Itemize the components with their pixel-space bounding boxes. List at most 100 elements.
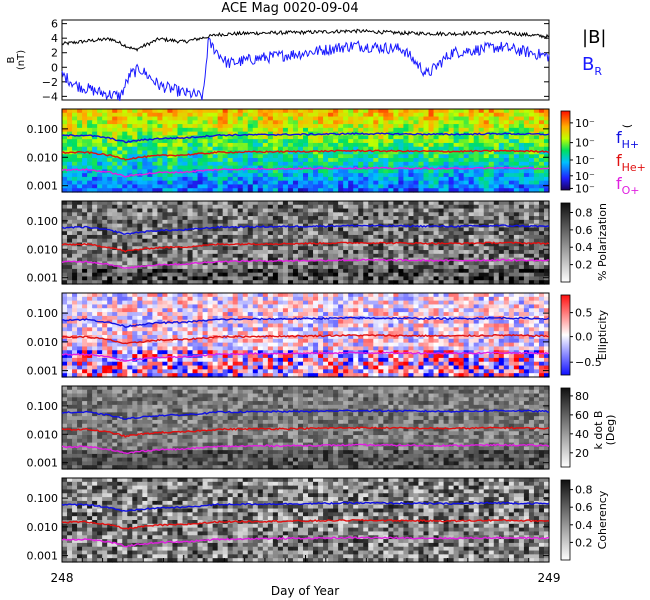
heatmap-cell [177, 165, 184, 170]
heatmap-cell [147, 223, 153, 229]
heatmap-cell [192, 127, 199, 133]
heatmap-cell [438, 201, 445, 206]
heatmap-cell [122, 242, 128, 247]
heatmap-cell [82, 257, 88, 262]
heatmap-cell [197, 109, 204, 114]
heatmap-cell [142, 161, 148, 167]
heatmap-cell [87, 154, 93, 159]
heatmap-cell [533, 146, 540, 152]
heatmap-cell [102, 250, 108, 255]
heatmap-cell [62, 161, 68, 167]
heatmap-cell [187, 173, 194, 178]
heatmap-cell [398, 158, 404, 163]
heatmap-cell [237, 276, 244, 281]
heatmap-cell [177, 219, 184, 225]
heatmap-cell [67, 308, 73, 313]
heatmap-cell [277, 116, 284, 121]
heatmap-cell [523, 261, 530, 266]
heatmap-cell [383, 139, 389, 144]
heatmap-cell [117, 135, 123, 140]
heatmap-cell [443, 161, 450, 167]
heatmap-cell [112, 135, 118, 140]
heatmap-cell [313, 165, 319, 170]
heatmap-cell [423, 216, 430, 221]
heatmap-cell [328, 265, 334, 270]
heatmap-cell [177, 142, 184, 148]
heatmap-cell [232, 308, 239, 313]
heatmap-cell [282, 116, 289, 121]
heatmap-cell [212, 161, 219, 167]
heatmap-cell [423, 184, 430, 189]
heatmap-cell [483, 146, 490, 152]
heatmap-cell [187, 109, 194, 114]
heatmap-cell [403, 265, 410, 270]
heatmap-cell [343, 124, 349, 129]
heatmap-cell [292, 139, 299, 144]
heatmap-cell [257, 169, 264, 174]
heatmap-cell [202, 112, 209, 118]
heatmap-cell [368, 293, 374, 298]
heatmap-cell [127, 201, 133, 206]
heatmap-cell [388, 250, 394, 255]
heatmap-cell [117, 272, 123, 278]
heatmap-cell [227, 139, 234, 144]
heatmap-cell [543, 127, 550, 133]
heatmap-cell [112, 116, 118, 121]
heatmap-cell [167, 242, 174, 247]
heatmap-cell [192, 280, 199, 285]
heatmap-cell [172, 296, 179, 302]
heatmap-cell [338, 304, 344, 309]
heatmap-cell [157, 131, 164, 137]
heatmap-cell [132, 257, 138, 262]
heatmap-cell [152, 234, 158, 240]
heatmap-cell [413, 219, 420, 225]
heatmap-cell [152, 176, 158, 182]
heatmap-cell [368, 250, 374, 255]
heatmap-cell [62, 265, 68, 270]
heatmap-cell [252, 304, 259, 309]
heatmap-cell [523, 250, 530, 255]
heatmap-cell [458, 246, 465, 251]
heatmap-cell [177, 188, 184, 193]
heatmap-cell [302, 139, 309, 144]
heatmap-cell [318, 246, 324, 251]
heatmap-cell [348, 219, 354, 225]
heatmap-cell [137, 120, 143, 125]
heatmap-cell [408, 201, 415, 206]
heatmap-cell [167, 272, 174, 278]
heatmap-cell [207, 272, 214, 278]
heatmap-cell [388, 272, 394, 278]
heatmap-cell [333, 169, 339, 174]
heatmap-cell [257, 208, 264, 213]
heatmap-cell [468, 216, 475, 221]
heatmap-cell [132, 112, 138, 118]
heatmap-cell [438, 315, 445, 321]
heatmap-cell [227, 265, 234, 270]
heatmap-cell [92, 154, 98, 159]
heatmap-cell [468, 261, 475, 266]
heatmap-cell [503, 127, 510, 133]
heatmap-cell [518, 165, 525, 170]
heatmap-cell [142, 131, 148, 137]
heatmap-cell [483, 250, 490, 255]
heatmap-cell [483, 312, 490, 317]
heatmap-cell [523, 112, 530, 118]
heatmap-cell [232, 135, 239, 140]
heatmap-cell [538, 188, 545, 193]
heatmap-cell [77, 150, 83, 155]
heatmap-cell [172, 139, 179, 144]
heatmap-cell [373, 293, 379, 298]
heatmap-cell [328, 184, 334, 189]
heatmap-cell [378, 116, 384, 121]
heatmap-cell [182, 204, 189, 210]
heatmap-cell [403, 201, 410, 206]
heatmap-cell [192, 116, 199, 121]
heatmap-cell [468, 116, 475, 121]
heatmap-cell [348, 124, 354, 129]
heatmap-cell [207, 227, 214, 232]
heatmap-cell [313, 231, 319, 236]
heatmap-cell [318, 135, 324, 140]
heatmap-cell [368, 296, 374, 302]
heatmap-cell [152, 139, 158, 144]
heatmap-cell [508, 201, 515, 206]
